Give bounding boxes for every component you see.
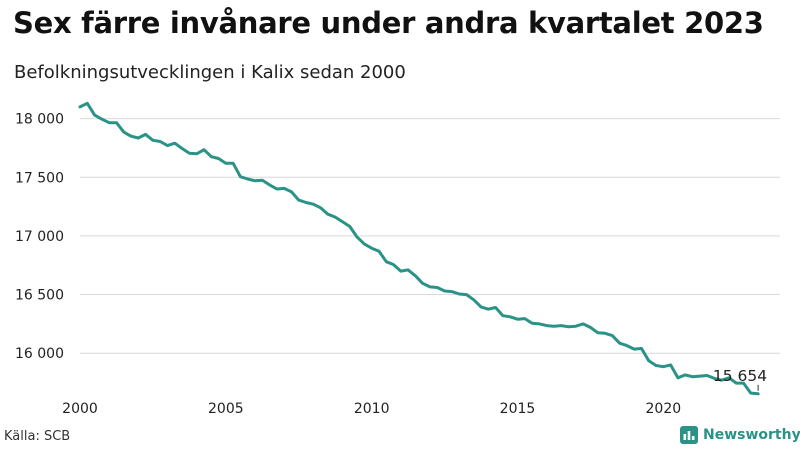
- x-tick-label: 2005: [208, 401, 244, 417]
- y-tick-label: 18 000: [15, 112, 64, 128]
- brand-name: Newsworthy: [703, 427, 800, 443]
- bar-chart-icon: [680, 426, 698, 444]
- annotation-layer: 15 654: [713, 367, 767, 391]
- y-tick-label: 16 000: [15, 346, 64, 362]
- gridlines: [80, 118, 780, 354]
- x-tick-label: 2000: [62, 401, 98, 417]
- y-axis-ticks: 16 000 16 500 17 000 17 500 18 000: [15, 112, 64, 363]
- x-tick-label: 2020: [646, 401, 682, 417]
- x-tick-label: 2015: [500, 401, 536, 417]
- brand-logo[interactable]: Newsworthy: [680, 426, 800, 444]
- chart-title: Sex färre invånare under andra kvartalet…: [13, 6, 764, 40]
- y-tick-label: 16 500: [15, 288, 64, 304]
- series-layer: [78, 101, 760, 396]
- chart-subtitle: Befolkningsutvecklingen i Kalix sedan 20…: [14, 62, 406, 83]
- y-tick-label: 17 500: [15, 170, 64, 186]
- x-axis-ticks: 2000 2005 2010 2015 2020: [62, 401, 681, 417]
- source-note: Källa: SCB: [4, 429, 71, 444]
- end-value-label: 15 654: [713, 367, 767, 385]
- y-tick-label: 17 000: [15, 229, 64, 245]
- x-tick-label: 2010: [354, 401, 390, 417]
- series-line-befolkning: [78, 101, 760, 396]
